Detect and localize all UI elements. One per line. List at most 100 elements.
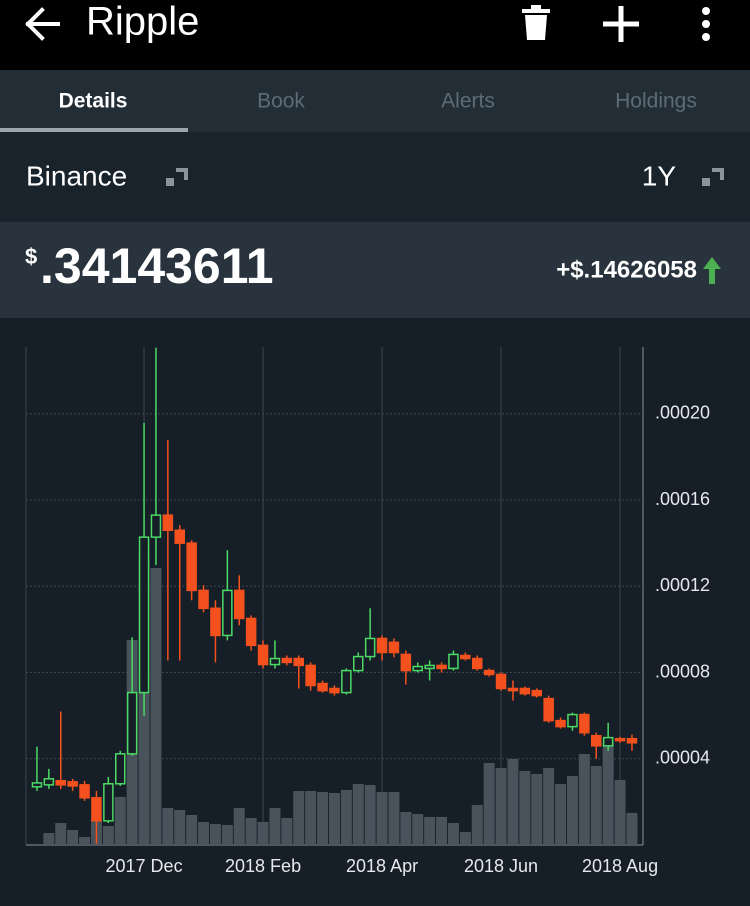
volume-bar bbox=[447, 823, 459, 845]
tab[interactable]: Details bbox=[59, 90, 128, 113]
candle-body bbox=[245, 617, 257, 647]
volume-bar bbox=[436, 817, 448, 845]
app-bar bbox=[0, 0, 750, 70]
tab-indicator bbox=[0, 128, 188, 132]
volume-bar bbox=[162, 808, 174, 845]
candle-body bbox=[579, 713, 590, 734]
candle-body bbox=[31, 782, 43, 788]
volume-bar bbox=[257, 822, 269, 845]
volume-bar bbox=[281, 818, 293, 845]
volume-bar bbox=[55, 823, 67, 845]
volume-bar bbox=[412, 814, 424, 845]
volume-bar bbox=[305, 791, 317, 845]
candle-body bbox=[543, 697, 554, 722]
volume-bar bbox=[150, 568, 162, 845]
candle-body bbox=[388, 641, 400, 654]
volume-bar bbox=[186, 815, 198, 845]
app-title: Ripple bbox=[86, 0, 199, 44]
tab-label: Details bbox=[59, 90, 128, 113]
candle-body bbox=[293, 657, 304, 667]
candle-body bbox=[460, 654, 471, 660]
volume-bar bbox=[555, 784, 567, 845]
candle-body bbox=[531, 689, 542, 697]
exchange-label: Binance bbox=[26, 160, 127, 191]
volume-bar bbox=[209, 824, 221, 845]
volume-bar bbox=[376, 792, 388, 845]
currency-symbol: $ bbox=[25, 244, 37, 269]
back-button[interactable] bbox=[25, 7, 60, 41]
tab[interactable]: Holdings bbox=[615, 90, 697, 113]
volume-bar bbox=[317, 792, 329, 845]
add-button[interactable] bbox=[603, 6, 639, 42]
candle-body bbox=[567, 713, 578, 728]
tab-label: Holdings bbox=[615, 90, 697, 113]
candle-body bbox=[150, 514, 162, 538]
candle-body bbox=[79, 784, 90, 799]
y-tick-label: .00016 bbox=[655, 489, 710, 509]
volume-bar bbox=[400, 812, 412, 845]
volume-bar bbox=[43, 833, 55, 845]
volume-bar bbox=[221, 825, 233, 845]
volume-bar bbox=[507, 759, 519, 845]
candle-body bbox=[519, 687, 531, 695]
candle-body bbox=[55, 780, 66, 786]
volume-bar bbox=[614, 780, 626, 845]
up-arrow bbox=[703, 257, 721, 284]
volume-bar bbox=[543, 768, 555, 845]
candle-body bbox=[198, 589, 209, 610]
candle-body bbox=[448, 653, 459, 670]
delete-button[interactable] bbox=[522, 5, 550, 40]
candle-body bbox=[364, 637, 376, 658]
candle-body bbox=[495, 673, 507, 690]
candle-body bbox=[376, 637, 388, 654]
volume-bar bbox=[79, 837, 91, 845]
candle-body bbox=[591, 734, 602, 747]
x-tick-label: 2018 Apr bbox=[346, 856, 418, 876]
candle-body bbox=[555, 719, 566, 728]
volume-bar bbox=[424, 817, 436, 845]
y-tick-label: .00020 bbox=[655, 403, 710, 423]
candle-body bbox=[341, 669, 352, 694]
y-tick-label: .00004 bbox=[655, 748, 710, 768]
candle-body bbox=[162, 514, 174, 531]
price-row bbox=[0, 222, 750, 318]
candle-body bbox=[234, 589, 245, 620]
volume-bar bbox=[198, 822, 210, 845]
candle-body bbox=[186, 542, 197, 592]
volume-bar bbox=[519, 771, 531, 845]
range-selector[interactable]: 1Y bbox=[642, 160, 724, 191]
volume-bar bbox=[102, 826, 114, 845]
candle-body bbox=[222, 589, 233, 637]
y-tick-label: .00012 bbox=[655, 575, 710, 595]
selector-row bbox=[0, 132, 750, 222]
exchange-selector[interactable]: Binance bbox=[26, 160, 188, 191]
x-tick-label: 2018 Aug bbox=[582, 856, 658, 876]
volume-bar bbox=[293, 791, 305, 845]
volume-bar bbox=[531, 774, 543, 845]
volume-bar bbox=[590, 766, 602, 845]
menu-button[interactable] bbox=[702, 7, 710, 41]
candle-body bbox=[67, 781, 78, 787]
volume-bar bbox=[578, 754, 590, 845]
price-change: +$.14626058 bbox=[556, 256, 697, 283]
volume-bar bbox=[388, 792, 400, 845]
volume-bar bbox=[233, 808, 245, 845]
candle-body bbox=[400, 653, 412, 672]
x-tick-label: 2018 Jun bbox=[464, 856, 538, 876]
tab[interactable]: Book bbox=[257, 90, 305, 113]
candle-body bbox=[602, 736, 614, 747]
tab[interactable]: Alerts bbox=[441, 90, 495, 113]
candle-body bbox=[103, 783, 114, 822]
candle-body bbox=[329, 687, 340, 694]
candle-body bbox=[138, 536, 150, 694]
volume-bar bbox=[174, 810, 186, 845]
candle-body bbox=[472, 657, 483, 670]
candle-body bbox=[353, 655, 364, 672]
x-tick-label: 2017 Dec bbox=[106, 856, 183, 876]
volume-bar bbox=[114, 797, 126, 845]
volume-bar bbox=[495, 768, 507, 845]
volume-bar bbox=[352, 784, 364, 845]
volume-bar bbox=[566, 776, 578, 845]
